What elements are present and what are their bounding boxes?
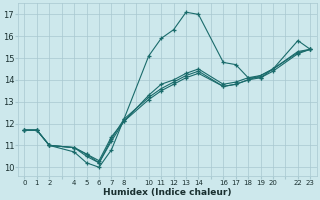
X-axis label: Humidex (Indice chaleur): Humidex (Indice chaleur) [103,188,232,197]
